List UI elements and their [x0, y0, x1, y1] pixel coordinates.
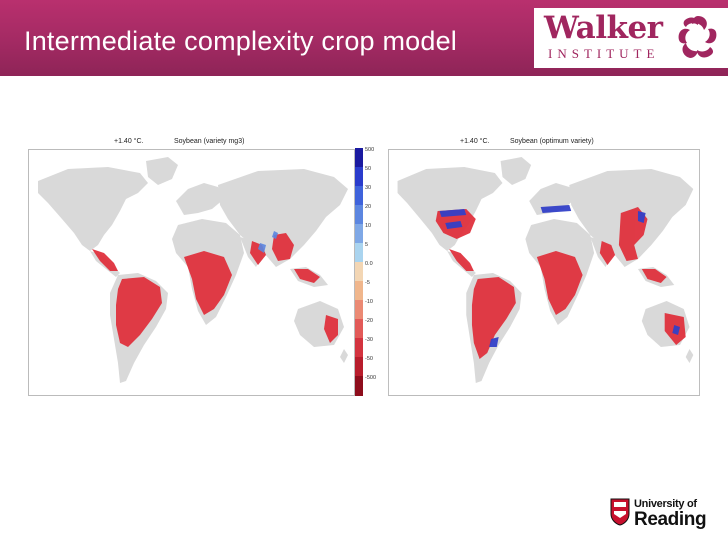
colorbar-swatch [355, 148, 363, 167]
colorbar-label: 10 [365, 223, 372, 229]
colorbar-label: -30 [365, 337, 373, 343]
colorbar-label: 30 [365, 185, 372, 191]
colorbar-label: -10 [365, 299, 373, 305]
colorbar-swatch [355, 300, 363, 319]
colorbar-swatch [355, 243, 363, 262]
right-map-temperature: +1.40 °C. [460, 138, 490, 145]
colorbar-swatch [355, 338, 363, 357]
colorbar-label: 5 [365, 242, 369, 248]
colorbar-label: 0.0 [365, 261, 373, 267]
header-banner: Intermediate complexity crop model Walke… [0, 0, 728, 76]
colorbar-label: -50 [365, 356, 373, 362]
swirl-icon [678, 16, 717, 58]
logo-subtitle: INSTITUTE [548, 46, 660, 61]
colorbar-swatch [355, 167, 363, 186]
colorbar-swatch [355, 262, 363, 281]
right-yield-map [388, 149, 715, 396]
left-yield-map [28, 149, 355, 396]
slide-title: Intermediate complexity crop model [24, 26, 457, 56]
colorbar-label: -5 [365, 280, 370, 286]
crop-model-figure: +1.40 °C. Soybean (variety mg3) +1.40 °C… [28, 128, 700, 396]
colorbar-swatch [355, 376, 363, 396]
colorbar-label: -20 [365, 318, 373, 324]
colorbar-label: 500 [365, 147, 375, 153]
colorbar-swatch [355, 281, 363, 300]
colorbar-swatch [355, 205, 363, 224]
colorbar-label: 20 [365, 204, 372, 210]
colorbar-swatch [355, 224, 363, 243]
logo-word: Walker [544, 10, 663, 46]
left-map-temperature: +1.40 °C. [114, 138, 144, 145]
university-line1: University of [634, 498, 697, 510]
walker-institute-logo: Walker INSTITUTE [534, 8, 728, 68]
university-of-reading-logo: University of Reading [610, 496, 720, 536]
right-map-crop: Soybean (optimum variety) [510, 138, 594, 145]
colorbar-label: 50 [365, 166, 372, 172]
colorbar-swatch [355, 319, 363, 338]
crest-icon [610, 498, 630, 526]
colorbar-swatch [355, 186, 363, 205]
left-map-crop: Soybean (variety mg3) [174, 138, 245, 145]
colorbar-label: -500 [365, 375, 377, 381]
colorbar-swatch [355, 357, 363, 376]
university-line2: Reading [634, 509, 707, 530]
colorbar-legend: 500 50 30 20 10 5 0.0 -5 -10 -20 -30 -50… [355, 147, 377, 396]
